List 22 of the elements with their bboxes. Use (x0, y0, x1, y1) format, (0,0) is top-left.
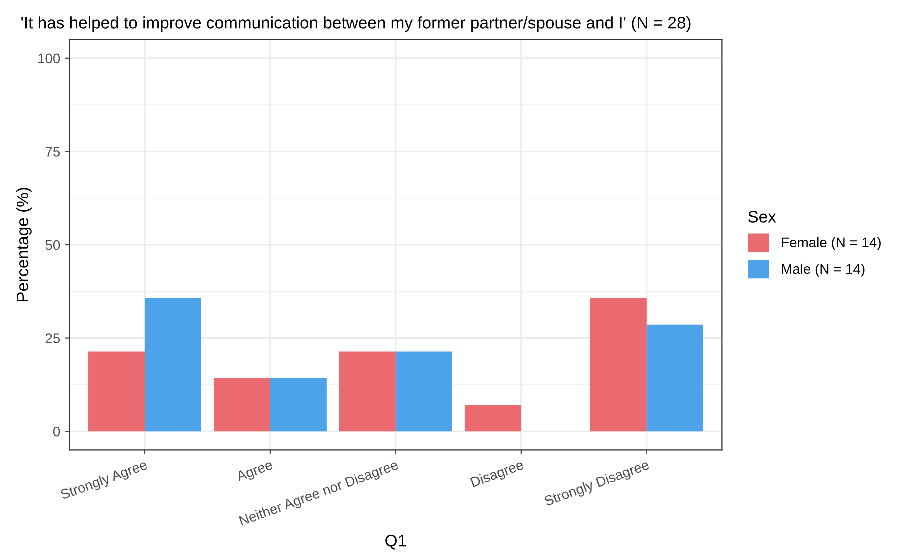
legend-label: Female (N = 14) (782, 237, 881, 250)
bar (590, 298, 647, 432)
x-tick-label: Strongly Agree (60, 459, 149, 502)
y-tick-label: 50 (46, 240, 60, 250)
bar (464, 405, 522, 432)
bar (646, 324, 704, 432)
chart-title: 'It has helped to improve communication between my former partner/spouse and I' (N = 28) (22, 16, 691, 32)
x-axis-title: Q1 (386, 534, 406, 550)
x-tick-label: Agree (236, 460, 274, 484)
bar (88, 352, 145, 432)
legend-title: Sex (748, 211, 776, 223)
bar (396, 352, 452, 432)
bar (144, 298, 202, 432)
y-tick-label: 75 (46, 147, 60, 157)
y-tick-label: 100 (38, 54, 60, 64)
y-tick-label: 0 (53, 426, 60, 437)
y-axis-title: Percentage (%) (16, 188, 32, 302)
y-tick-label: 25 (46, 334, 60, 344)
legend-label: Male (N = 14) (782, 264, 865, 277)
bar (270, 378, 327, 432)
bar (214, 378, 270, 432)
bar (339, 352, 396, 432)
